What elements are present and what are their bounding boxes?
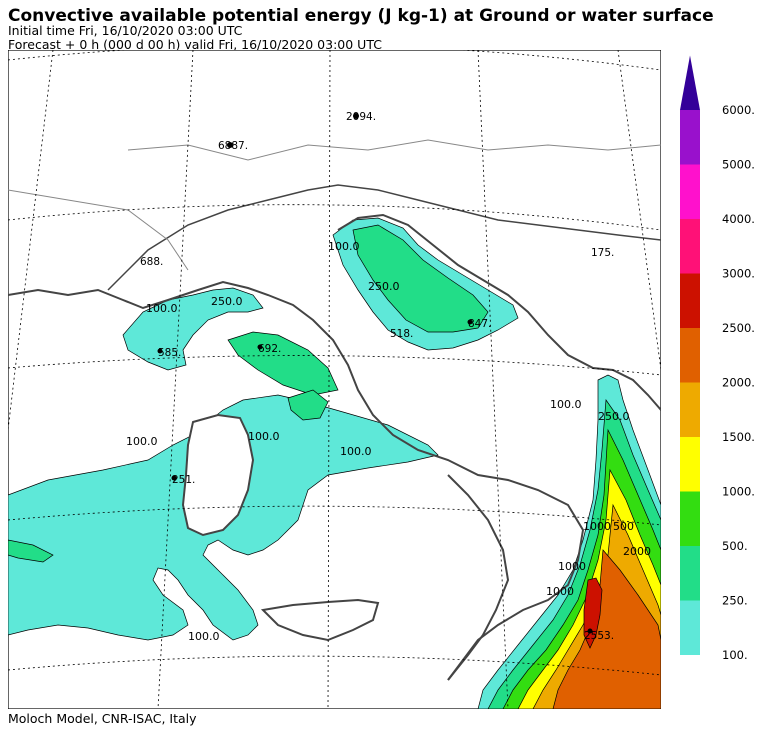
contour-label: 2000 <box>623 545 651 558</box>
cape-area-west-green <box>8 539 54 563</box>
value-label: 847. <box>468 318 491 330</box>
value-label: 251. <box>172 474 195 486</box>
contour-label: 250.0 <box>368 280 400 293</box>
cape-map: 100.0 250.0 100.0 250.0 100.0 100.0 100.… <box>8 50 661 709</box>
colorbar-tick-label: 250. <box>722 594 748 608</box>
colorbar-labels: 100. 250. 500. 1000. 1500. 2000. 2500. 3000. 400… <box>722 103 755 660</box>
sicily <box>260 598 380 642</box>
contour-label: 100.0 <box>248 430 280 443</box>
cape-fill-layer <box>8 217 661 709</box>
colorbar-tick-label: 3000. <box>722 267 755 281</box>
contour-label: 1000 <box>546 585 574 598</box>
colorbar-tick-label: 1500. <box>722 430 755 444</box>
contour-label: 250.0 <box>211 295 243 308</box>
initial-time-text: Initial time Fri, 16/10/2020 03:00 UTC <box>8 23 243 38</box>
value-labels: 2094. 6887. 688. 175. 518. 847. 585. 692… <box>140 111 614 642</box>
graticule <box>8 50 661 709</box>
contour-label: 100.0 <box>328 240 360 253</box>
colorbar-tick-label: 4000. <box>722 212 755 226</box>
value-label: 6887. <box>218 140 248 152</box>
colorbar-swatch <box>680 491 700 546</box>
colorbar-tick-label: 500. <box>722 539 748 553</box>
colorbar: 100. 250. 500. 1000. 1500. 2000. 2500. 3000. 400… <box>680 55 755 660</box>
colorbar-tick-label: 5000. <box>722 158 755 172</box>
colorbar-swatch <box>680 546 700 601</box>
colorbar-swatch <box>680 600 700 655</box>
cape-area-tyrrhenian-green <box>287 389 329 421</box>
colorbar-swatch <box>680 273 700 328</box>
value-label: 2094. <box>346 111 376 123</box>
value-marker <box>257 344 263 350</box>
colorbar-swatch <box>680 437 700 492</box>
colorbar-swatch <box>680 110 700 165</box>
colorbar-tick-label: 2500. <box>722 321 755 335</box>
contour-label: 500 <box>613 520 634 533</box>
value-label: 2553. <box>584 630 614 642</box>
value-marker <box>587 628 593 634</box>
colorbar-swatch <box>680 55 700 110</box>
value-label: 688. <box>140 256 163 268</box>
value-label: 518. <box>390 328 413 340</box>
value-marker <box>171 475 177 481</box>
cape-area-adriatic-green <box>352 224 489 333</box>
value-marker <box>227 142 233 148</box>
colorbar-boxes <box>680 55 700 655</box>
colorbar-swatch <box>680 382 700 437</box>
contour-label: 1000 <box>583 520 611 533</box>
colorbar-tick-label: 6000. <box>722 103 755 117</box>
sardinia <box>181 413 255 537</box>
contour-label: 100.0 <box>126 435 158 448</box>
map-title: Convective available potential energy (J… <box>8 6 714 26</box>
coastlines <box>8 139 661 681</box>
colorbar-tick-label: 1000. <box>722 485 755 499</box>
colorbar-tick-label: 100. <box>722 648 748 660</box>
value-label: 692. <box>258 343 281 355</box>
value-label: 585. <box>158 347 181 359</box>
colorbar-swatch <box>680 328 700 383</box>
contour-label: 100.0 <box>146 302 178 315</box>
contour-labels: 100.0 250.0 100.0 250.0 100.0 100.0 100.… <box>126 240 651 643</box>
colorbar-tick-label: 2000. <box>722 376 755 390</box>
value-marker <box>467 319 473 325</box>
value-marker <box>353 113 359 119</box>
cape-area-ligurian <box>227 331 339 396</box>
contour-label: 1000 <box>558 560 586 573</box>
model-credit: Moloch Model, CNR-ISAC, Italy <box>8 711 197 726</box>
contour-label: 100.0 <box>550 398 582 411</box>
contour-label: 100.0 <box>188 630 220 643</box>
contour-label: 250.0 <box>598 410 630 423</box>
value-marker <box>157 348 163 354</box>
colorbar-swatch <box>680 164 700 219</box>
colorbar-swatch <box>680 219 700 274</box>
value-label: 175. <box>591 247 614 259</box>
forecast-valid-text: Forecast + 0 h (000 d 00 h) valid Fri, 1… <box>8 37 382 52</box>
contour-label: 100.0 <box>340 445 372 458</box>
